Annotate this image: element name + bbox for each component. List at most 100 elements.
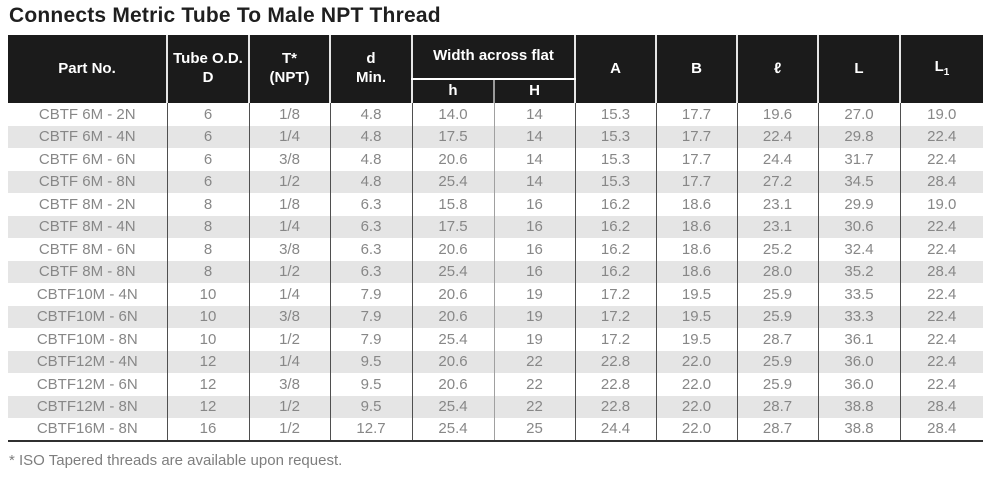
value-cell: 22.4 xyxy=(899,215,983,238)
value-cell: 16 xyxy=(166,418,249,441)
value-cell: 6.3 xyxy=(329,238,412,261)
col-header-b: B xyxy=(655,35,737,103)
value-cell: 3/8 xyxy=(248,148,330,171)
value-cell: 36.0 xyxy=(817,350,900,373)
value-cell: 25.9 xyxy=(736,283,818,306)
table-row: CBTF 8M - 8N 8 1/2 6.3 25.4 16 16.2 18.6 28.0 35.… xyxy=(8,260,983,283)
value-cell: 22.4 xyxy=(899,238,983,261)
value-cell: 12 xyxy=(166,373,249,396)
value-cell: 17.5 xyxy=(411,125,494,148)
value-cell: 38.8 xyxy=(817,395,900,418)
value-cell: 17.7 xyxy=(655,170,737,193)
value-cell: 22.0 xyxy=(655,350,737,373)
col-header-tube-od-line1: Tube O.D. xyxy=(173,50,243,68)
value-cell: 17.2 xyxy=(574,283,656,306)
part-no-cell: CBTF10M - 8N xyxy=(36,330,138,348)
value-cell: 18.6 xyxy=(655,193,737,216)
footnote: * ISO Tapered threads are available upon… xyxy=(9,451,343,469)
value-cell: 17.7 xyxy=(655,148,737,171)
value-cell: 14 xyxy=(493,170,575,193)
value-cell: 28.7 xyxy=(736,328,818,351)
value-cell: 38.8 xyxy=(817,418,900,441)
value-cell: 28.7 xyxy=(736,418,818,441)
value-cell: 22.0 xyxy=(655,418,737,441)
value-cell: 22 xyxy=(493,350,575,373)
part-no-cell: CBTF16M - 8N xyxy=(36,420,138,438)
table-header: Part No. Tube O.D. D T* (NPT) d Min. Wid… xyxy=(8,35,983,103)
value-cell: 15.8 xyxy=(411,193,494,216)
value-cell: 19 xyxy=(493,305,575,328)
value-cell: 25.9 xyxy=(736,373,818,396)
col-header-h-big: H xyxy=(493,79,575,103)
value-cell: 25.4 xyxy=(411,395,494,418)
value-cell: 19.0 xyxy=(899,103,983,126)
value-cell: 1/4 xyxy=(248,283,330,306)
value-cell: 34.5 xyxy=(817,170,900,193)
part-no-cell: CBTF 8M - 4N xyxy=(38,218,136,236)
value-cell: 17.2 xyxy=(574,305,656,328)
value-cell: 22.8 xyxy=(574,373,656,396)
value-cell: 22.8 xyxy=(574,395,656,418)
value-cell: 10 xyxy=(166,328,249,351)
part-no-cell: CBTF12M - 6N xyxy=(36,375,138,393)
col-header-d-min-line1: d xyxy=(366,50,376,68)
value-cell: 25.4 xyxy=(411,418,494,441)
col-header-tube-od: Tube O.D. D xyxy=(166,35,249,103)
value-cell: 31.7 xyxy=(817,148,900,171)
value-cell: 16.2 xyxy=(574,215,656,238)
table-row: CBTF 6M - 4N 6 1/4 4.8 17.5 14 15.3 17.7 22.4 29.… xyxy=(8,125,983,148)
value-cell: 16.2 xyxy=(574,193,656,216)
table-body: CBTF 6M - 2N 6 1/8 4.8 14.0 14 15.3 17.7 19.6 27.… xyxy=(8,103,983,441)
value-cell: 22.8 xyxy=(574,350,656,373)
value-cell: 17.2 xyxy=(574,328,656,351)
col-header-t-npt-line2: (NPT) xyxy=(269,69,310,86)
value-cell: 20.6 xyxy=(411,373,494,396)
col-header-t-npt-line1: T* xyxy=(282,50,297,68)
value-cell: 12 xyxy=(166,395,249,418)
value-cell: 1/4 xyxy=(248,350,330,373)
table-row: CBTF 8M - 6N 8 3/8 6.3 20.6 16 16.2 18.6 25.2 32.… xyxy=(8,238,983,261)
value-cell: 28.0 xyxy=(736,260,818,283)
value-cell: 36.1 xyxy=(817,328,900,351)
value-cell: 3/8 xyxy=(248,373,330,396)
value-cell: 14 xyxy=(493,103,575,126)
value-cell: 22.4 xyxy=(899,350,983,373)
value-cell: 23.1 xyxy=(736,193,818,216)
value-cell: 28.4 xyxy=(899,170,983,193)
value-cell: 9.5 xyxy=(329,395,412,418)
value-cell: 29.9 xyxy=(817,193,900,216)
value-cell: 22.4 xyxy=(899,373,983,396)
value-cell: 22.4 xyxy=(899,125,983,148)
part-no-cell: CBTF10M - 4N xyxy=(36,285,138,303)
part-no-cell: CBTF 6M - 2N xyxy=(38,105,136,123)
value-cell: 33.3 xyxy=(817,305,900,328)
value-cell: 20.6 xyxy=(411,350,494,373)
value-cell: 20.6 xyxy=(411,148,494,171)
value-cell: 22 xyxy=(493,395,575,418)
value-cell: 25.4 xyxy=(411,170,494,193)
value-cell: 17.7 xyxy=(655,103,737,126)
value-cell: 8 xyxy=(166,260,249,283)
value-cell: 6 xyxy=(166,170,249,193)
value-cell: 22.4 xyxy=(899,283,983,306)
table-row: CBTF12M - 6N 12 3/8 9.5 20.6 22 22.8 22.0 25.9 36… xyxy=(8,373,983,396)
table-row: CBTF 8M - 2N 8 1/8 6.3 15.8 16 16.2 18.6 23.1 29.… xyxy=(8,193,983,216)
value-cell: 25.9 xyxy=(736,350,818,373)
table-row: CBTF 6M - 6N 6 3/8 4.8 20.6 14 15.3 17.7 24.4 31.… xyxy=(8,148,983,171)
col-header-part-no: Part No. xyxy=(8,35,167,103)
value-cell: 35.2 xyxy=(817,260,900,283)
value-cell: 22.4 xyxy=(736,125,818,148)
value-cell: 9.5 xyxy=(329,373,412,396)
value-cell: 25.4 xyxy=(411,260,494,283)
page-title: Connects Metric Tube To Male NPT Thread xyxy=(9,4,441,27)
value-cell: 25.2 xyxy=(736,238,818,261)
value-cell: 20.6 xyxy=(411,283,494,306)
part-no-cell: CBTF 8M - 6N xyxy=(38,240,136,258)
col-header-l: L xyxy=(817,35,900,103)
value-cell: 10 xyxy=(166,305,249,328)
table-row: CBTF 6M - 8N 6 1/2 4.8 25.4 14 15.3 17.7 27.2 34.… xyxy=(8,170,983,193)
value-cell: 17.7 xyxy=(655,125,737,148)
value-cell: 22.0 xyxy=(655,373,737,396)
value-cell: 27.0 xyxy=(817,103,900,126)
value-cell: 8 xyxy=(166,238,249,261)
